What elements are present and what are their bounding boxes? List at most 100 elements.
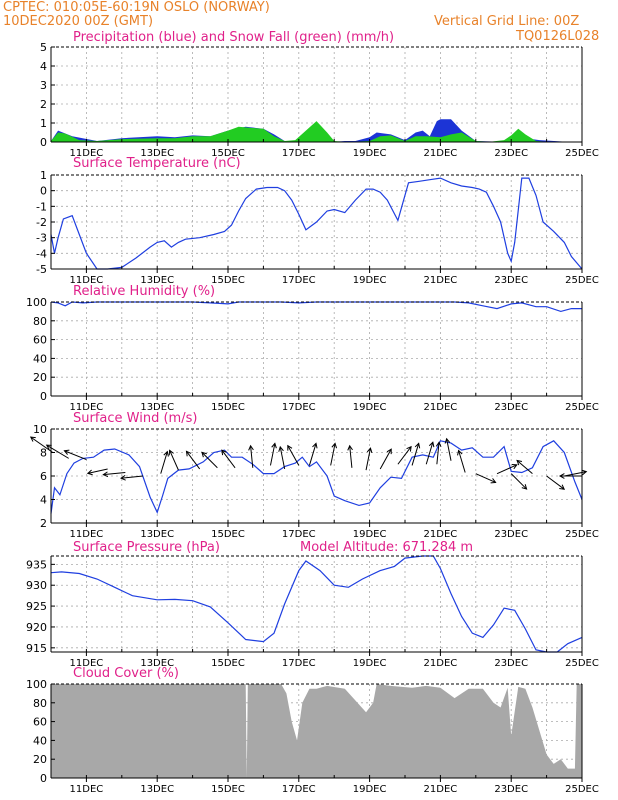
wind-arrow-head [406, 445, 412, 452]
wind-arrow-head [102, 471, 109, 478]
wind-arrow-head [185, 450, 192, 457]
wind-arrow-head [312, 442, 318, 449]
pres-xtick-label: 17DEC [282, 658, 316, 669]
wind-arrow-head [558, 473, 565, 479]
wind-arrow-head [511, 463, 518, 470]
wind-ytick-label: 6 [40, 470, 47, 483]
rh-ytick-label: 60 [33, 334, 47, 347]
wind-arrow-head [29, 436, 36, 442]
wind-xtick-label: 15DEC [211, 529, 245, 540]
wind-arrow [397, 446, 412, 465]
pres-xtick-label: 23DEC [494, 658, 528, 669]
wind-arrow-head [435, 441, 442, 448]
wind-arrow-head [271, 442, 277, 449]
wind-arrow [30, 436, 54, 453]
wind-ytick-label: 10 [33, 423, 47, 436]
wind-arrow-head [490, 478, 497, 484]
wind-arrow-head [521, 484, 528, 490]
wind-arrow-head [559, 484, 566, 490]
wind-arrow [201, 452, 218, 469]
cloud-xtick-label: 21DEC [424, 784, 458, 795]
wind-arrow [475, 473, 496, 483]
pres-ytick-label: 925 [26, 600, 47, 613]
precip-xtick-label: 25DEC [565, 148, 599, 159]
temp-ytick-label: -1 [36, 200, 47, 213]
wind-arrow [186, 451, 201, 470]
cloud-xtick-label: 11DEC [70, 784, 104, 795]
wind-arrow [120, 475, 144, 479]
wind-arrow-head [386, 448, 392, 455]
wind-arrow [64, 450, 87, 461]
cloud-xtick-label: 19DEC [353, 784, 387, 795]
pres-ytick-label: 915 [26, 642, 47, 655]
pres-ytick-label: 930 [26, 579, 47, 592]
wind-ytick-label: 4 [40, 494, 47, 507]
wind-arrow [411, 443, 420, 466]
temp-ytick-label: -3 [36, 232, 47, 245]
wind-arrow [446, 438, 452, 461]
precip-xtick-label: 19DEC [353, 148, 387, 159]
pres-title: Surface Pressure (hPa) [73, 540, 220, 555]
pres-ytick-label: 920 [26, 621, 47, 634]
wind-xtick-label: 13DEC [140, 529, 174, 540]
cloud-xtick-label: 17DEC [282, 784, 316, 795]
wind-arrow-head [581, 469, 588, 476]
cloud-ytick-label: 60 [33, 716, 47, 729]
wind-arrow [496, 464, 518, 475]
rh-ytick-label: 80 [33, 315, 47, 328]
wind-arrow [564, 471, 587, 477]
precip-ytick-label: 4 [40, 60, 47, 73]
rh-xtick-label: 19DEC [353, 402, 387, 413]
grid-line-note: Vertical Grid Line: 00Z [434, 14, 580, 29]
cloud-cover-area [51, 684, 582, 778]
rh-line [50, 301, 582, 313]
rh-xtick-label: 17DEC [282, 402, 316, 413]
wind-arrow-head [63, 449, 70, 455]
model-code: TQ0126L028 [516, 29, 600, 44]
wind-arrow [365, 448, 371, 471]
rh-title: Relative Humidity (%) [73, 284, 216, 299]
wind-ytick-label: 2 [40, 517, 47, 530]
temp-xtick-label: 23DEC [494, 275, 528, 286]
cloud-xtick-label: 15DEC [211, 784, 245, 795]
wind-arrow [425, 442, 434, 465]
pres-xtick-label: 21DEC [424, 658, 458, 669]
wind-arrow-head [347, 444, 353, 451]
wind-arrow-head [287, 444, 293, 451]
wind-arrow-head [201, 451, 207, 458]
precip-xtick-label: 11DEC [70, 148, 104, 159]
precip-title: Precipitation (blue) and Snow Fall (gree… [73, 30, 395, 45]
wind-arrow [436, 442, 440, 465]
rh-ytick-label: 20 [33, 371, 47, 384]
precip-green-area [51, 121, 582, 142]
cloud-ytick-label: 80 [33, 697, 47, 710]
wind-arrow-head [414, 442, 421, 449]
temp-xtick-label: 17DEC [282, 275, 316, 286]
temp-ytick-label: 1 [40, 169, 47, 182]
wind-xtick-label: 11DEC [70, 529, 104, 540]
wind-arrow [87, 468, 108, 474]
precip-xtick-label: 21DEC [424, 148, 458, 159]
pres-xtick-label: 11DEC [70, 658, 104, 669]
wind-arrow [269, 443, 276, 466]
rh-xtick-label: 11DEC [70, 402, 104, 413]
wind-arrow [510, 473, 527, 490]
station-line: CPTEC: 010:05E-60:19N OSLO (NORWAY) [3, 0, 270, 15]
precip-ytick-label: 2 [40, 98, 47, 111]
wind-title: Surface Wind (m/s) [73, 411, 198, 426]
wind-xtick-label: 21DEC [424, 529, 458, 540]
wind-arrow [546, 475, 565, 490]
rh-ytick-label: 40 [33, 352, 47, 365]
temp-xtick-label: 13DEC [140, 275, 174, 286]
run-time-line: 10DEC2020 00Z (GMT) [3, 14, 154, 29]
rh-xtick-label: 15DEC [211, 402, 245, 413]
pres-xtick-label: 13DEC [140, 658, 174, 669]
precip-ytick-label: 0 [40, 136, 47, 149]
pres-line [50, 555, 583, 653]
cloud-xtick-label: 13DEC [140, 784, 174, 795]
rh-xtick-label: 25DEC [565, 402, 599, 413]
wind-arrow [287, 445, 300, 466]
precip-ytick-label: 3 [40, 79, 47, 92]
rh-xtick-label: 13DEC [140, 402, 174, 413]
